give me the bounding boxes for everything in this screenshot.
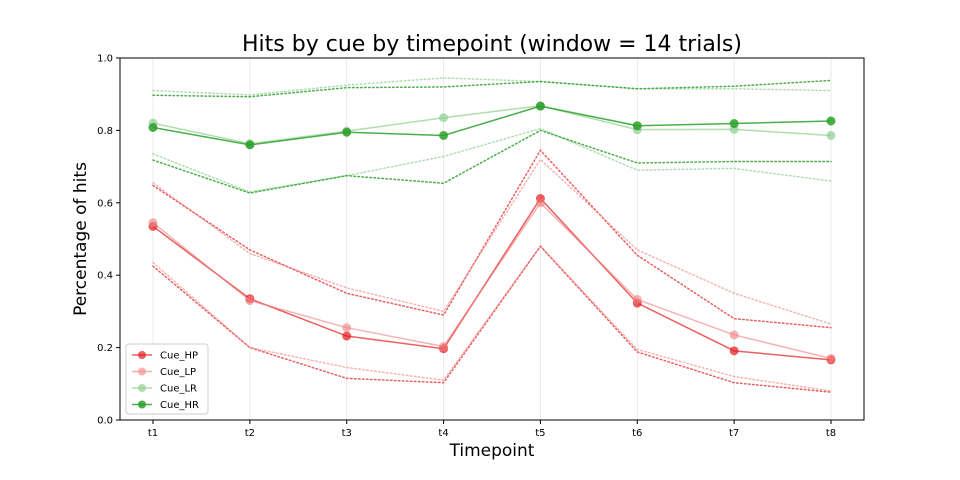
series-upper-bound-line — [152, 79, 832, 98]
series-lower-bound-line — [152, 127, 832, 193]
chart-title: Hits by cue by timepoint (window = 14 tr… — [242, 32, 742, 57]
series-lower-bound-line — [152, 245, 832, 392]
x-tick-label: t7 — [729, 428, 739, 439]
legend-marker — [138, 351, 146, 359]
data-point — [245, 140, 255, 150]
series-line — [152, 105, 832, 145]
series-lower-bound-line — [152, 129, 832, 194]
series-Cue_HR — [148, 79, 836, 194]
data-point — [826, 116, 836, 126]
y-tick-label: 0.0 — [97, 416, 113, 427]
legend: Cue_HP Cue_LP Cue_LR Cue_HR — [125, 343, 209, 415]
data-point — [148, 218, 158, 228]
data-point — [245, 296, 255, 306]
series-line — [152, 201, 832, 360]
x-tick-label: t1 — [148, 428, 158, 439]
x-tick-label: t4 — [438, 428, 448, 439]
data-point — [729, 346, 739, 356]
legend-label: Cue_HR — [160, 400, 199, 411]
legend-item: Cue_HP — [132, 351, 198, 362]
legend-label: Cue_LR — [160, 384, 197, 395]
y-tick-label: 0.6 — [97, 198, 113, 209]
x-tick-label: t5 — [535, 428, 545, 439]
legend-marker — [138, 367, 146, 376]
data-point — [535, 198, 545, 208]
y-axis-label: Percentage of hits — [71, 162, 91, 316]
series-upper-bound-line — [152, 77, 832, 96]
y-tick-label: 0.2 — [97, 343, 113, 354]
series-Cue_LP — [148, 158, 836, 392]
series-line — [152, 197, 832, 361]
data-point — [826, 130, 836, 140]
series-lower-bound-line — [152, 245, 832, 393]
data-point — [535, 101, 545, 111]
legend-marker — [138, 400, 146, 409]
data-point — [342, 127, 352, 137]
data-point — [632, 294, 642, 304]
data-point — [439, 130, 449, 140]
data-point — [729, 119, 739, 129]
data-point — [439, 113, 449, 123]
x-tick-label: t6 — [632, 428, 642, 439]
data-point — [342, 331, 352, 341]
data-point — [826, 353, 836, 363]
legend-item: Cue_LR — [132, 384, 197, 395]
x-tick-label: t2 — [245, 428, 255, 439]
series-Cue_HP — [148, 149, 836, 393]
x-tick-label: t8 — [826, 428, 836, 439]
series-layer — [148, 77, 836, 393]
legend-item: Cue_HR — [132, 400, 199, 411]
y-tick-label: 0.8 — [97, 126, 113, 137]
legend-marker — [138, 384, 146, 392]
legend-label: Cue_HP — [160, 351, 198, 362]
y-tick-label: 0.4 — [97, 271, 113, 282]
legend-item: Cue_LP — [132, 367, 196, 378]
series-line — [152, 105, 832, 146]
series-Cue_LR — [148, 77, 836, 193]
plot-frame — [119, 57, 865, 421]
legend-label: Cue_LP — [160, 367, 196, 378]
y-tick-label: 1.0 — [97, 54, 113, 65]
x-tick-label: t3 — [342, 428, 352, 439]
axes: t1 t2 t3 t4 t5 t6 t7 t8 0.0 0.2 0.4 0.6 0.8 1.0 — [97, 54, 836, 440]
data-point — [632, 121, 642, 131]
series-upper-bound-line — [152, 149, 832, 329]
data-point — [148, 123, 158, 133]
data-point — [342, 323, 352, 333]
data-point — [729, 330, 739, 340]
x-axis-label: Timepoint — [449, 441, 535, 461]
data-point — [439, 342, 449, 352]
series-upper-bound-line — [152, 158, 832, 325]
legend-box — [125, 343, 209, 415]
